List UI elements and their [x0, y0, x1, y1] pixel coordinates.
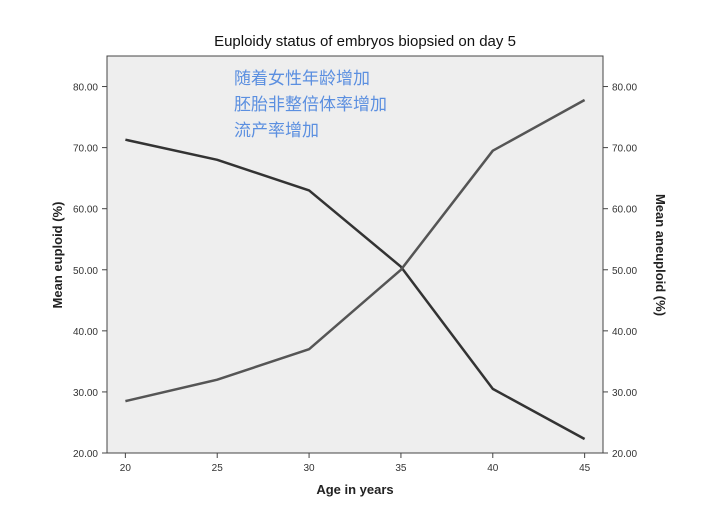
annotation-line-3: 流产率增加 — [234, 121, 319, 141]
chart-title: Euploidy status of embryos biopsied on d… — [214, 33, 516, 50]
series-line-2 — [125, 98, 586, 403]
y-tick-label-right: 70.00 — [612, 144, 637, 155]
annotation-group: 随着女性年龄增加 胚胎非整倍体率增加 流产率增加 — [234, 69, 387, 141]
y-tick-label-left: 70.00 — [73, 144, 98, 155]
y-tick-label-left: 80.00 — [73, 83, 98, 94]
annotation-line-2: 胚胎非整倍体率增加 — [234, 95, 387, 115]
x-axis-label: Age in years — [316, 482, 393, 497]
x-tick-label: 25 — [212, 463, 224, 474]
y-tick-label-right: 30.00 — [612, 388, 637, 399]
y-tick-label-right: 60.00 — [612, 205, 637, 216]
y-tick-label-left: 50.00 — [73, 266, 98, 277]
y-tick-label-right: 20.00 — [612, 449, 637, 460]
x-tick-label: 45 — [579, 463, 591, 474]
y-tick-label-right: 50.00 — [612, 266, 637, 277]
y-tick-label-right: 40.00 — [612, 327, 637, 338]
y-tick-label-right: 80.00 — [612, 83, 637, 94]
plot-area — [106, 55, 604, 454]
x-tick-label: 30 — [304, 463, 316, 474]
y-tick-label-left: 60.00 — [73, 205, 98, 216]
y-tick-label-left: 30.00 — [73, 388, 98, 399]
y-axis-label-left: Mean euploid (%) — [50, 202, 65, 309]
annotation-line-1: 随着女性年龄增加 — [234, 69, 370, 89]
x-tick-label: 35 — [395, 463, 407, 474]
series-line-1 — [125, 138, 586, 441]
y-axis-label-right: Mean aneuploid (%) — [653, 194, 668, 316]
x-tick-label: 40 — [487, 463, 499, 474]
x-tick-label: 20 — [120, 463, 132, 474]
y-tick-label-left: 20.00 — [73, 449, 98, 460]
y-tick-label-left: 40.00 — [73, 327, 98, 338]
